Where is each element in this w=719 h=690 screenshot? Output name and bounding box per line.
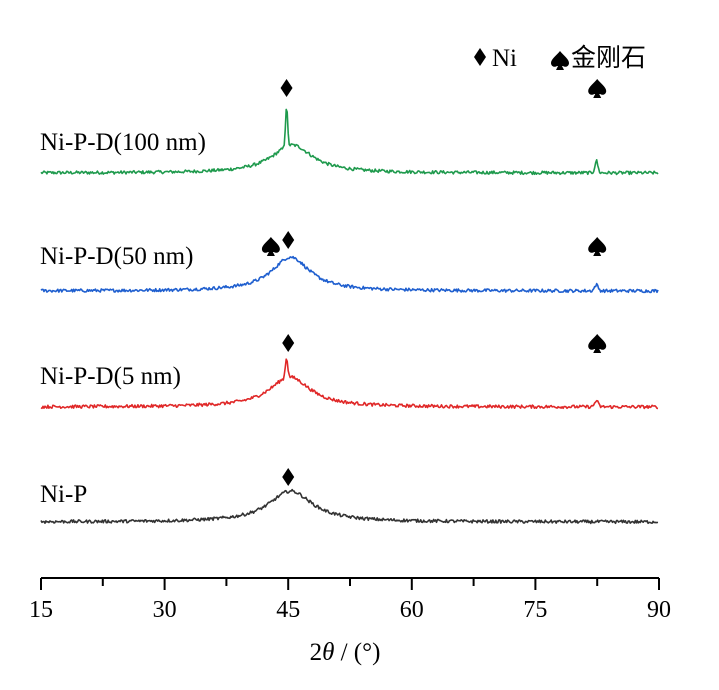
diamond-marker-icon (282, 334, 294, 352)
peak-markers (262, 79, 606, 486)
series-line-3 (41, 490, 658, 524)
diamond-marker-icon (281, 79, 293, 97)
x-axis-title: 2θ / (°) (310, 639, 381, 666)
legend-diamond-icon (474, 48, 486, 66)
x-axis: 15 30 45 60 75 90 2θ / (°) (29, 578, 671, 666)
legend-label-diamond: 金刚石 (571, 44, 646, 72)
xrd-chart: Ni 金刚石 Ni-P-D(100 nm) Ni-P-D(50 nm) Ni-P… (0, 0, 719, 690)
series-label-ni-p: Ni-P (40, 481, 87, 508)
x-tick-label: 60 (400, 597, 424, 623)
x-tick-label: 45 (276, 597, 300, 623)
spade-marker-icon (588, 237, 606, 256)
series-label-ni-p-d-5: Ni-P-D(5 nm) (40, 363, 181, 390)
spade-marker-icon (588, 334, 606, 353)
series-label-ni-p-d-50: Ni-P-D(50 nm) (40, 243, 193, 270)
legend-label-ni: Ni (492, 45, 517, 72)
diamond-marker-icon (282, 468, 294, 486)
spade-marker-icon (588, 79, 606, 98)
x-tick-label: 30 (153, 597, 177, 623)
spade-marker-icon (262, 237, 280, 256)
x-tick-label: 90 (647, 597, 671, 623)
legend-spade-icon (551, 51, 569, 70)
sample-labels: Ni-P-D(100 nm) Ni-P-D(50 nm) Ni-P-D(5 nm… (40, 129, 206, 508)
diamond-marker-icon (282, 231, 294, 249)
x-tick-label: 75 (523, 597, 547, 623)
plot-area (41, 109, 658, 523)
series-label-ni-p-d-100: Ni-P-D(100 nm) (40, 129, 206, 156)
legend: Ni 金刚石 (474, 44, 646, 72)
x-tick-label: 15 (29, 597, 53, 623)
